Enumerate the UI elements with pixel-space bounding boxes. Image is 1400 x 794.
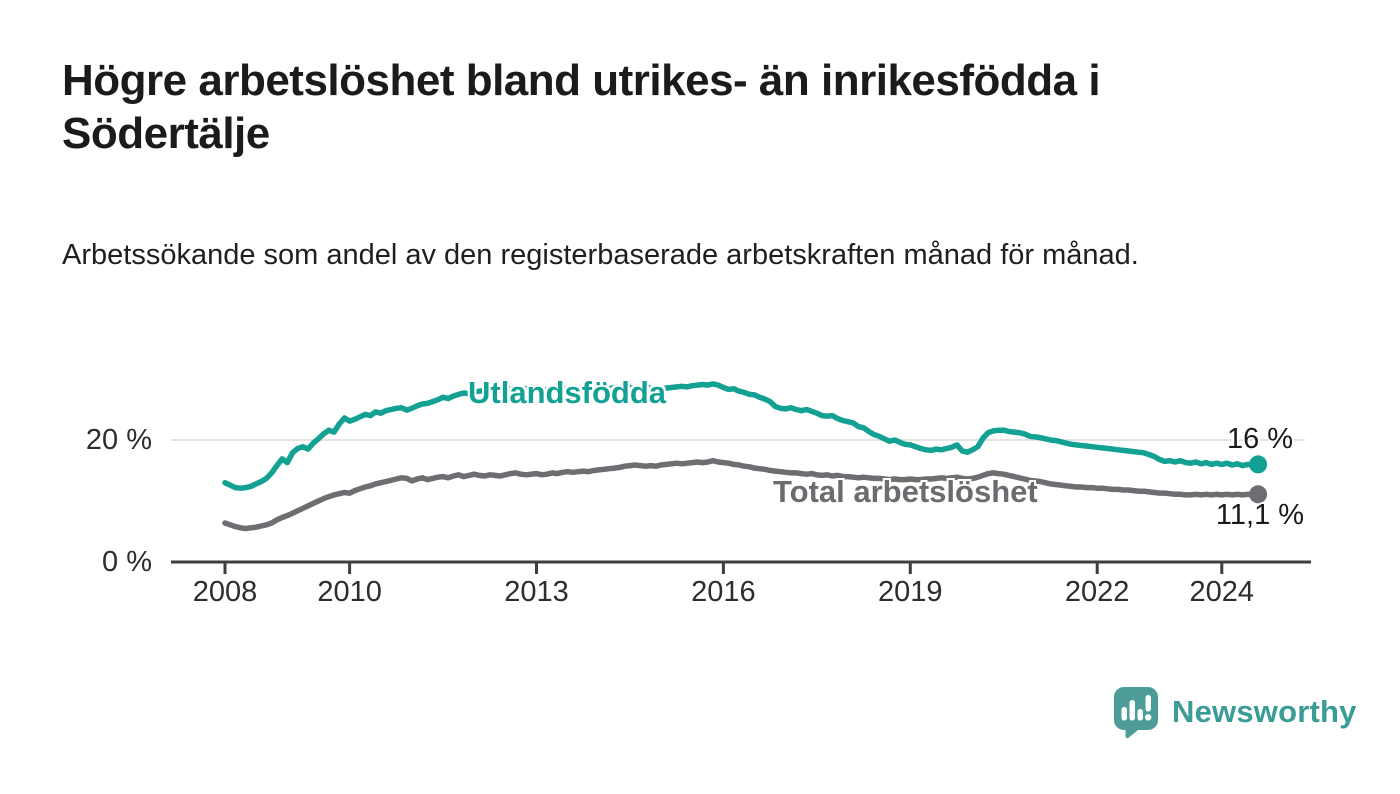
- newsworthy-logo-icon: [1114, 687, 1158, 738]
- series-label-total-arbetsloshet: Total arbetslöshet: [773, 474, 1038, 509]
- x-axis-label-2013: 2013: [504, 576, 569, 608]
- total-arbetsloshet-end-dot: [1249, 485, 1268, 504]
- series-label-utlandsfodda: Utlandsfödda: [468, 375, 667, 410]
- x-axis-label-2024: 2024: [1189, 576, 1255, 608]
- end-value-label-total: 11,1 %: [1215, 499, 1305, 531]
- x-axis-label-2008: 2008: [192, 576, 258, 608]
- end-value-label-utlandsfodda: 16 %: [1226, 423, 1294, 455]
- total-arbetsloshet-line: [222, 457, 1261, 532]
- x-axis-label-2019: 2019: [878, 576, 943, 608]
- y-axis-label-20: 20 %: [85, 424, 152, 456]
- x-axis-label-2010: 2010: [317, 576, 382, 608]
- exclamation-bar: [1145, 695, 1151, 712]
- utlandsfodda-end-dot: [1249, 455, 1268, 474]
- newsworthy-logo: Newsworthy: [1113, 686, 1357, 738]
- x-axis-label-2022: 2022: [1064, 576, 1130, 608]
- bar-3: [1137, 709, 1143, 721]
- utlandsfodda-line: [222, 381, 1261, 491]
- speech-bubble-shape: [1114, 687, 1158, 738]
- chart-subtitle: Arbetssökande som andel av den registerb…: [62, 239, 1139, 271]
- chart-title: Högre arbetslöshet bland utrikes- än inr…: [62, 56, 1101, 158]
- y-axis-label-0: 0 %: [102, 546, 152, 578]
- exclamation-dot: [1145, 714, 1152, 721]
- bar-1: [1121, 707, 1127, 721]
- bar-2: [1129, 700, 1135, 721]
- newsworthy-logo-text: Newsworthy: [1172, 694, 1357, 729]
- x-axis-tick-marks: [223, 562, 1224, 574]
- x-axis-label-2016: 2016: [691, 576, 756, 608]
